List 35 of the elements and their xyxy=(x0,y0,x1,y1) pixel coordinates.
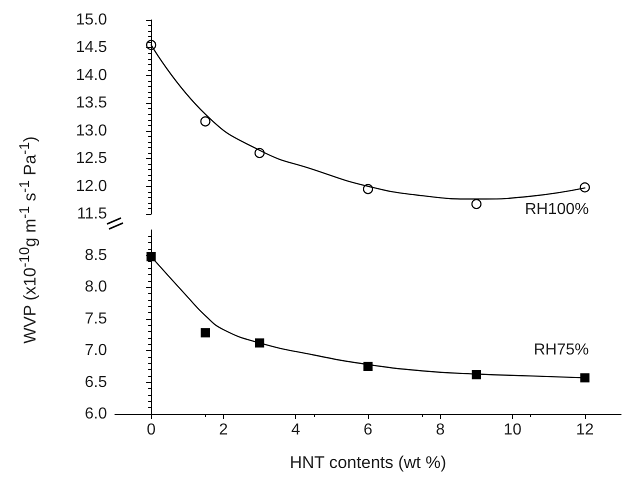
y-tick-label: 11.5 xyxy=(77,206,108,222)
y-tick-label: 7.0 xyxy=(84,342,108,360)
x-tick-label: 0 xyxy=(146,422,156,438)
y-tick-label: 8.5 xyxy=(84,246,108,264)
point xyxy=(254,338,264,348)
point xyxy=(472,370,482,380)
point xyxy=(200,328,210,338)
y-tick-label: 6.0 xyxy=(84,406,108,422)
point xyxy=(471,198,482,210)
y-tick-label: 6.5 xyxy=(84,374,108,391)
annotation: RH75% xyxy=(534,341,589,358)
point xyxy=(363,362,373,372)
y-tick-label: 8.0 xyxy=(84,278,108,296)
y-tick-label: 13.5 xyxy=(76,94,108,112)
x-tick-label: 4 xyxy=(291,422,300,438)
annotation: RH100% xyxy=(524,200,589,218)
y-tick-label: 15.0 xyxy=(76,12,108,28)
point xyxy=(254,148,265,158)
x-tick-label: 2 xyxy=(218,422,228,438)
point xyxy=(362,184,374,194)
x-tick-label: 12 xyxy=(576,422,594,438)
point xyxy=(580,182,590,192)
y-tick-label: 12.5 xyxy=(76,150,108,168)
y-tick-label: 14.5 xyxy=(76,39,108,56)
x-axis-title: HNT contents (wt %) xyxy=(290,453,446,472)
x-tick-label: 6 xyxy=(364,422,373,438)
point xyxy=(200,116,210,127)
x-tick-label: 8 xyxy=(436,422,445,438)
y-tick-label: 14.0 xyxy=(76,66,108,84)
point xyxy=(580,373,590,382)
x-tick-label: 10 xyxy=(504,422,522,438)
y-tick-label: 13.0 xyxy=(76,122,108,140)
y-tick-label: 7.5 xyxy=(84,310,108,328)
point xyxy=(146,40,156,50)
y-tick-label: 12.0 xyxy=(76,178,108,195)
